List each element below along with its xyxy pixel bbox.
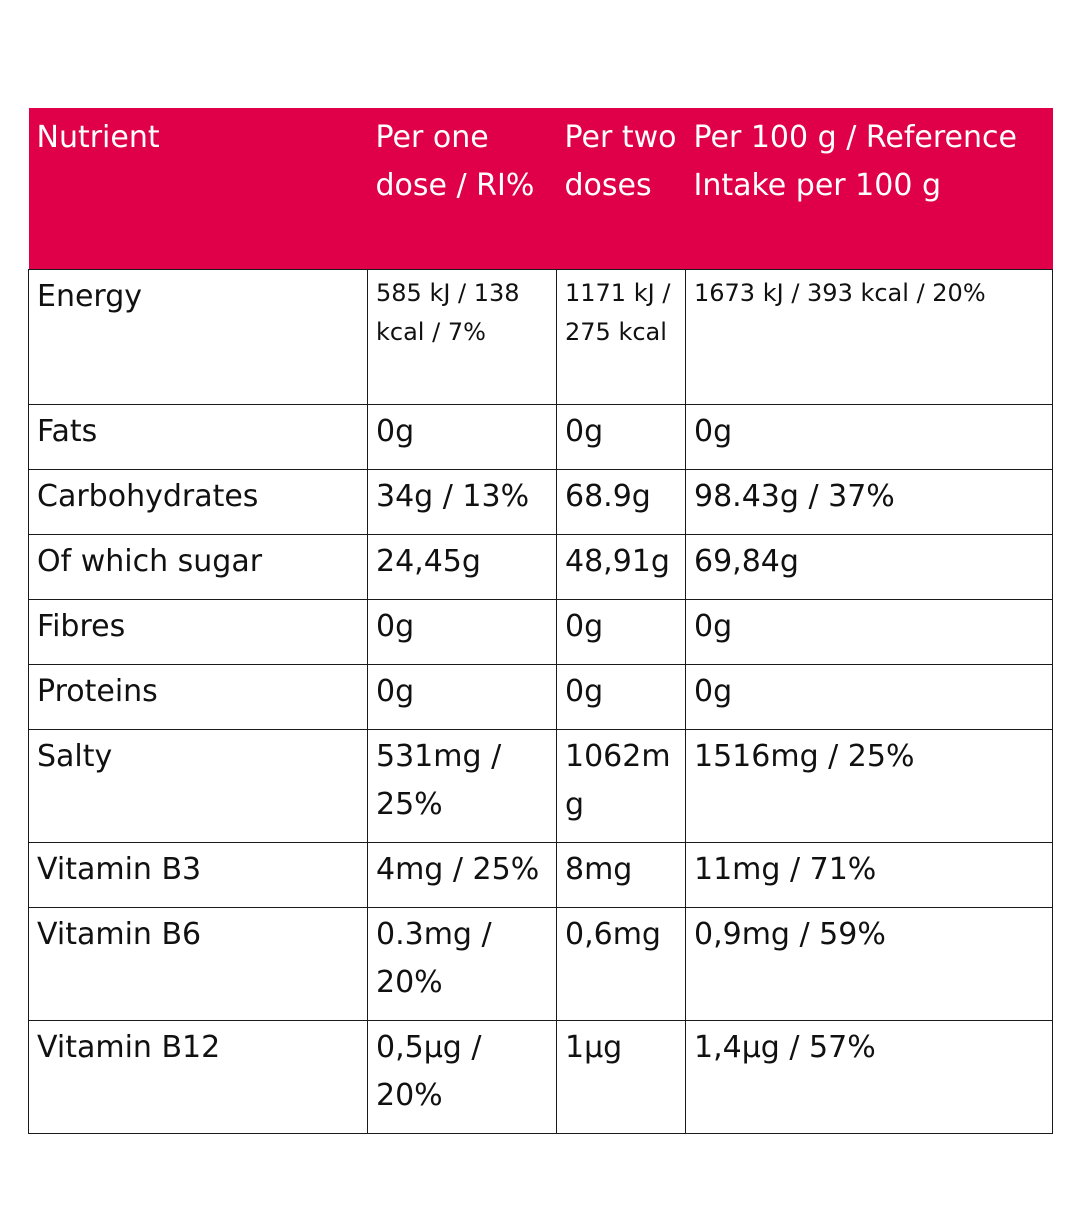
table-row: Vitamin B12 0,5µg / 20% 1µg 1,4µg / 57% xyxy=(28,1019,1053,1134)
table-row: Fats 0g 0g 0g xyxy=(28,403,1053,470)
value-one-dose: 0.3mg / 20% xyxy=(367,906,557,1021)
table-body: Energy 585 kJ / 138 kcal / 7% 1171 kJ / … xyxy=(28,268,1053,1134)
value-two-doses: 1171 kJ / 275 kcal xyxy=(556,268,686,405)
value-two-doses: 0g xyxy=(556,598,686,665)
nutrient-name: Vitamin B3 xyxy=(28,841,368,908)
value-two-doses: 68.9g xyxy=(556,468,686,535)
value-one-dose: 24,45g xyxy=(367,533,557,600)
nutrient-name: Of which sugar xyxy=(28,533,368,600)
value-per-100g: 98.43g / 37% xyxy=(685,468,1053,535)
table-row: Of which sugar 24,45g 48,91g 69,84g xyxy=(28,533,1053,600)
value-per-100g: 11mg / 71% xyxy=(685,841,1053,908)
nutrient-name: Vitamin B6 xyxy=(28,906,368,1021)
nutrient-name: Carbohydrates xyxy=(28,468,368,535)
value-two-doses: 0g xyxy=(556,663,686,730)
header-per-one-dose: Per one dose / RI% xyxy=(375,120,535,203)
value-one-dose: 34g / 13% xyxy=(367,468,557,535)
nutrition-table: Nutrient Per one dose / RI% Per two dose… xyxy=(28,108,1053,1134)
value-per-100g: 1673 kJ / 393 kcal / 20% xyxy=(685,268,1053,405)
value-one-dose: 0g xyxy=(367,598,557,665)
value-one-dose: 0g xyxy=(367,403,557,470)
value-per-100g: 1,4µg / 57% xyxy=(685,1019,1053,1134)
value-one-dose: 585 kJ / 138 kcal / 7% xyxy=(367,268,557,405)
value-one-dose: 4mg / 25% xyxy=(367,841,557,908)
value-two-doses: 48,91g xyxy=(556,533,686,600)
value-two-doses: 0,6mg xyxy=(556,906,686,1021)
nutrient-name: Energy xyxy=(28,268,368,405)
header-row: Nutrient Per one dose / RI% Per two dose… xyxy=(28,108,1053,269)
header-nutrient: Nutrient xyxy=(36,120,160,155)
value-per-100g: 0g xyxy=(685,663,1053,730)
value-per-100g: 0,9mg / 59% xyxy=(685,906,1053,1021)
nutrient-name: Fibres xyxy=(28,598,368,665)
nutrient-name: Fats xyxy=(28,403,368,470)
value-per-100g: 0g xyxy=(685,403,1053,470)
table-row: Proteins 0g 0g 0g xyxy=(28,663,1053,730)
value-per-100g: 1516mg / 25% xyxy=(685,728,1053,843)
value-two-doses: 1µg xyxy=(556,1019,686,1134)
header-per-two-doses: Per two doses xyxy=(564,120,677,203)
value-two-doses: 1062mg xyxy=(556,728,686,843)
table-row: Fibres 0g 0g 0g xyxy=(28,598,1053,665)
table-row: Vitamin B6 0.3mg / 20% 0,6mg 0,9mg / 59% xyxy=(28,906,1053,1021)
value-two-doses: 8mg xyxy=(556,841,686,908)
table-row: Vitamin B3 4mg / 25% 8mg 11mg / 71% xyxy=(28,841,1053,908)
value-one-dose: 0,5µg / 20% xyxy=(367,1019,557,1134)
value-one-dose: 0g xyxy=(367,663,557,730)
table-header: Nutrient Per one dose / RI% Per two dose… xyxy=(28,108,1053,269)
header-per-100g: Per 100 g / Reference Intake per 100 g xyxy=(693,120,1017,203)
value-two-doses: 0g xyxy=(556,403,686,470)
value-per-100g: 69,84g xyxy=(685,533,1053,600)
value-per-100g: 0g xyxy=(685,598,1053,665)
table-row: Energy 585 kJ / 138 kcal / 7% 1171 kJ / … xyxy=(28,268,1053,405)
table-row: Salty 531mg / 25% 1062mg 1516mg / 25% xyxy=(28,728,1053,843)
value-one-dose: 531mg / 25% xyxy=(367,728,557,843)
nutrient-name: Salty xyxy=(28,728,368,843)
table-row: Carbohydrates 34g / 13% 68.9g 98.43g / 3… xyxy=(28,468,1053,535)
nutrient-name: Vitamin B12 xyxy=(28,1019,368,1134)
nutrient-name: Proteins xyxy=(28,663,368,730)
